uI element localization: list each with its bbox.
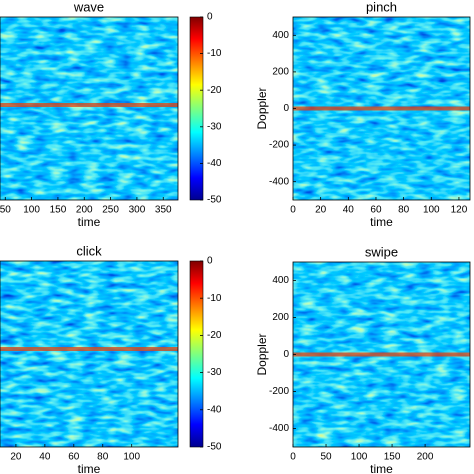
y-tick-label: 400: [272, 30, 289, 41]
heatmap-image: [0, 261, 178, 447]
signal-band: [293, 352, 470, 357]
x-tick-label: 150: [384, 452, 401, 463]
x-tick-label: 80: [398, 205, 410, 216]
x-tick-label: 0: [290, 205, 296, 216]
x-tick-label: 20: [10, 452, 22, 463]
x-tick-label: 100: [351, 452, 368, 463]
colorbar-tick-label: -20: [207, 330, 222, 341]
x-tick-label: 60: [370, 205, 382, 216]
x-tick-label: 50: [0, 205, 11, 216]
x-tick-label: 20: [315, 205, 327, 216]
colorbar: [189, 260, 204, 448]
x-tick-label: 40: [343, 205, 355, 216]
x-tick-label: 200: [76, 205, 93, 216]
panel-title: wave: [73, 0, 104, 14]
colorbar-tick-label: -10: [207, 48, 222, 59]
signal-band: [0, 103, 178, 107]
signal-band: [293, 106, 470, 111]
x-tick-label: 60: [68, 452, 80, 463]
colorbar-tick-label: 0: [207, 12, 213, 23]
panel-title: click: [76, 243, 102, 258]
colorbar-tick-label: -10: [207, 293, 222, 304]
signal-band: [0, 347, 178, 351]
plot-frame: [0, 260, 179, 448]
x-axis-label: time: [370, 462, 393, 474]
colorbar-tick-label: -50: [207, 442, 222, 453]
y-tick-label: -400: [269, 423, 289, 434]
y-tick-label: 200: [272, 67, 289, 78]
x-tick-label: 120: [451, 205, 468, 216]
plot-frame: [0, 16, 179, 201]
colorbar-tick-label: -50: [207, 195, 222, 206]
heatmap-image: [0, 17, 178, 200]
x-axis-label: time: [78, 215, 101, 229]
x-tick-label: 80: [97, 452, 109, 463]
x-tick-label: 0: [290, 452, 296, 463]
x-axis-label: time: [78, 462, 101, 474]
panel-title: pinch: [366, 0, 397, 14]
colorbar-tick-label: -30: [207, 367, 222, 378]
x-tick-label: 300: [129, 205, 146, 216]
x-tick-label: 100: [23, 205, 40, 216]
y-tick-label: 0: [283, 103, 289, 114]
colorbar-tick-label: -40: [207, 404, 222, 415]
x-tick-label: 250: [102, 205, 119, 216]
y-axis-label: Doppler: [255, 87, 269, 129]
y-tick-label: 400: [272, 275, 289, 286]
y-tick-label: -200: [269, 386, 289, 397]
x-tick-label: 100: [123, 452, 140, 463]
y-tick-label: -400: [269, 176, 289, 187]
x-tick-label: 100: [423, 205, 440, 216]
colorbar-tick-label: -20: [207, 85, 222, 96]
y-axis-label: Doppler: [255, 333, 269, 375]
x-tick-label: 150: [50, 205, 67, 216]
colorbar: [189, 16, 204, 201]
x-tick-label: 350: [155, 205, 172, 216]
colorbar-tick-label: -40: [207, 158, 222, 169]
x-tick-label: 200: [417, 452, 434, 463]
x-tick-label: 50: [320, 452, 332, 463]
y-tick-label: 0: [283, 349, 289, 360]
y-tick-label: -200: [269, 140, 289, 151]
colorbar-tick-label: -30: [207, 121, 222, 132]
panel-title: swipe: [365, 244, 398, 259]
x-axis-label: time: [370, 215, 393, 229]
x-tick-label: 40: [39, 452, 51, 463]
colorbar-tick-label: 0: [207, 256, 213, 267]
y-tick-label: 200: [272, 312, 289, 323]
